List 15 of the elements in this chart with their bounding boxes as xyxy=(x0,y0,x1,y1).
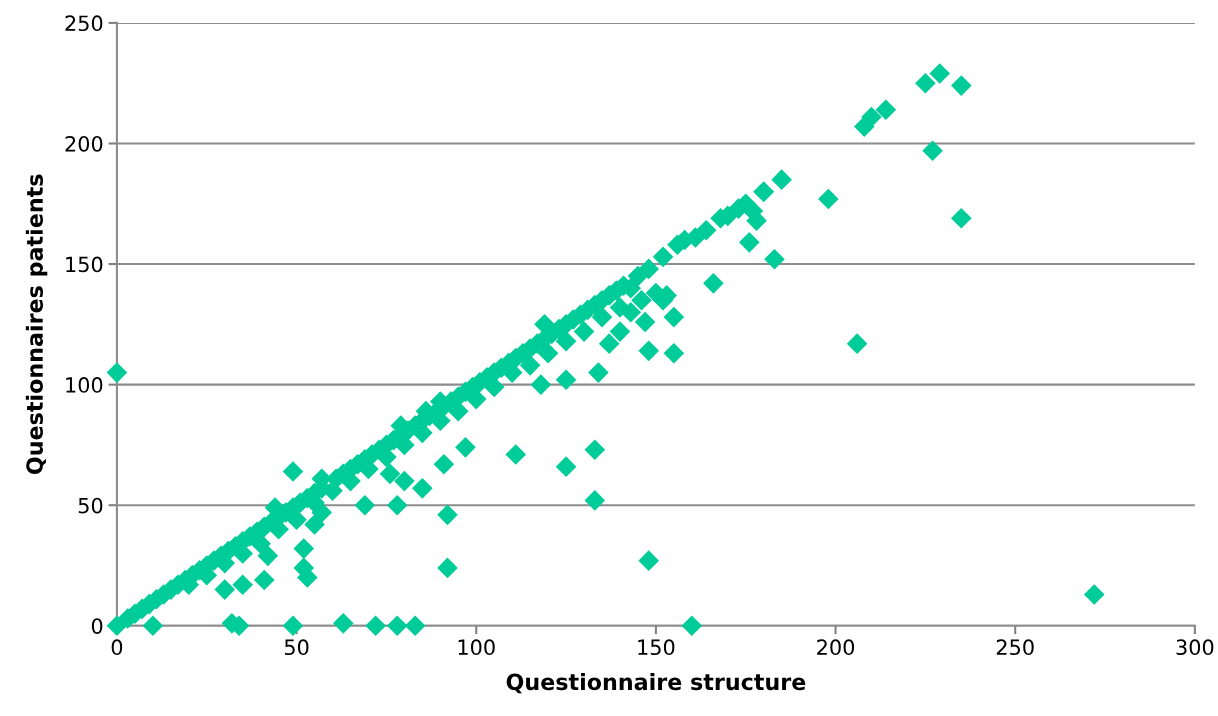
x-tick-label: 200 xyxy=(817,639,855,656)
x-tick-label: 150 xyxy=(638,639,675,656)
y-tick-label: 200 xyxy=(65,135,103,152)
x-axis-title: Questionnaire structure xyxy=(506,673,806,694)
y-tick-label: 250 xyxy=(65,15,103,32)
y-tick-label: 150 xyxy=(66,256,103,273)
y-tick-label: 50 xyxy=(78,497,103,514)
y-axis-title: Questionnaires patients xyxy=(25,174,48,475)
x-tick-label: 100 xyxy=(458,639,495,656)
x-tick-label: 0 xyxy=(111,639,123,656)
x-tick-label: 250 xyxy=(996,639,1034,656)
x-tick-label: 50 xyxy=(284,639,309,656)
y-tick-label: 100 xyxy=(66,377,103,393)
x-tick-label: 300 xyxy=(1176,639,1214,656)
y-tick-label: 0 xyxy=(91,618,103,634)
